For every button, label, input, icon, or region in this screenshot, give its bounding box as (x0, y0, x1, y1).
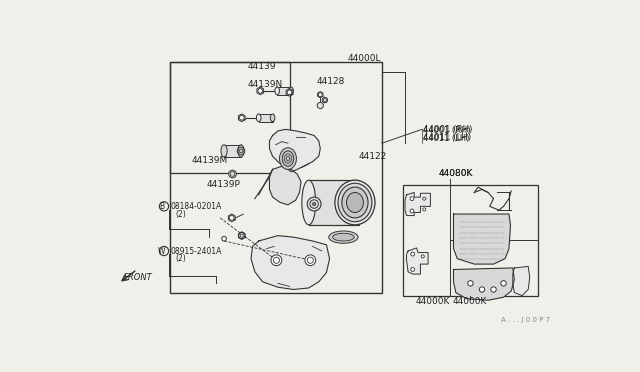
Bar (308, 180, 359, 225)
Text: 44139M: 44139M (192, 155, 228, 165)
Circle shape (312, 202, 316, 206)
Circle shape (468, 280, 473, 286)
Circle shape (410, 209, 414, 213)
Polygon shape (513, 266, 530, 296)
Ellipse shape (333, 233, 354, 241)
Ellipse shape (338, 183, 372, 222)
Polygon shape (269, 166, 301, 205)
Polygon shape (257, 87, 264, 95)
Text: A . . . J 0 0 P 7: A . . . J 0 0 P 7 (501, 317, 550, 323)
Polygon shape (317, 92, 323, 98)
Ellipse shape (282, 151, 294, 166)
Circle shape (501, 280, 506, 286)
Polygon shape (228, 214, 235, 222)
Text: 44139P: 44139P (206, 180, 240, 189)
Circle shape (230, 216, 234, 220)
Circle shape (318, 93, 322, 97)
Circle shape (239, 232, 245, 239)
Polygon shape (286, 89, 293, 96)
Text: 44080K: 44080K (439, 170, 473, 179)
Circle shape (221, 236, 227, 241)
Polygon shape (405, 192, 431, 216)
Circle shape (287, 90, 292, 95)
Ellipse shape (238, 145, 244, 157)
Bar (277, 87, 291, 95)
Circle shape (422, 208, 426, 211)
Text: 44139N: 44139N (247, 80, 282, 89)
Circle shape (317, 102, 323, 109)
Polygon shape (239, 114, 245, 122)
Polygon shape (454, 214, 511, 264)
Circle shape (411, 267, 415, 272)
Polygon shape (406, 248, 428, 274)
Polygon shape (239, 232, 245, 240)
Ellipse shape (346, 192, 364, 212)
Ellipse shape (275, 87, 280, 95)
Text: 44011 (LH): 44011 (LH) (424, 134, 470, 143)
Text: 44000K: 44000K (415, 297, 450, 306)
Ellipse shape (280, 148, 296, 169)
Circle shape (307, 197, 321, 211)
Text: 44122: 44122 (359, 152, 387, 161)
Circle shape (271, 255, 282, 266)
Ellipse shape (257, 114, 261, 122)
Bar (170, 62, 289, 173)
Text: FRONT: FRONT (124, 273, 153, 282)
Text: 08184-0201A: 08184-0201A (170, 202, 221, 211)
Ellipse shape (289, 87, 293, 95)
Text: (2): (2) (175, 209, 186, 218)
Circle shape (422, 197, 426, 200)
Ellipse shape (221, 145, 227, 157)
Bar (170, 62, 382, 293)
Circle shape (240, 234, 243, 237)
Text: 08915-2401A: 08915-2401A (170, 247, 221, 256)
Ellipse shape (329, 231, 358, 243)
Text: 44000K: 44000K (452, 297, 487, 306)
Circle shape (228, 170, 236, 178)
Circle shape (239, 115, 244, 120)
Text: 44001 (RH): 44001 (RH) (424, 126, 471, 135)
Circle shape (305, 255, 316, 266)
Circle shape (479, 287, 484, 292)
Ellipse shape (302, 180, 316, 225)
Polygon shape (251, 235, 330, 289)
Bar (259, 114, 273, 122)
Polygon shape (454, 268, 515, 300)
Text: 44080K: 44080K (439, 170, 473, 179)
Ellipse shape (335, 180, 375, 225)
Circle shape (410, 197, 414, 201)
Text: 44011 (LH): 44011 (LH) (424, 132, 472, 141)
Circle shape (258, 89, 262, 93)
Circle shape (323, 99, 326, 102)
Polygon shape (269, 129, 320, 172)
Circle shape (322, 97, 328, 103)
Text: (2): (2) (175, 254, 186, 263)
Circle shape (421, 255, 424, 258)
Text: W: W (158, 247, 165, 256)
Text: 44128: 44128 (316, 77, 345, 86)
Ellipse shape (342, 187, 368, 218)
Circle shape (411, 252, 415, 256)
Text: B: B (159, 202, 164, 211)
Bar (224, 145, 241, 157)
Text: 44139: 44139 (247, 62, 276, 71)
Text: 44001 (RH): 44001 (RH) (424, 125, 473, 134)
Bar (403, 185, 538, 296)
Text: 44000L: 44000L (348, 54, 381, 63)
Ellipse shape (270, 114, 275, 122)
Circle shape (491, 287, 496, 292)
